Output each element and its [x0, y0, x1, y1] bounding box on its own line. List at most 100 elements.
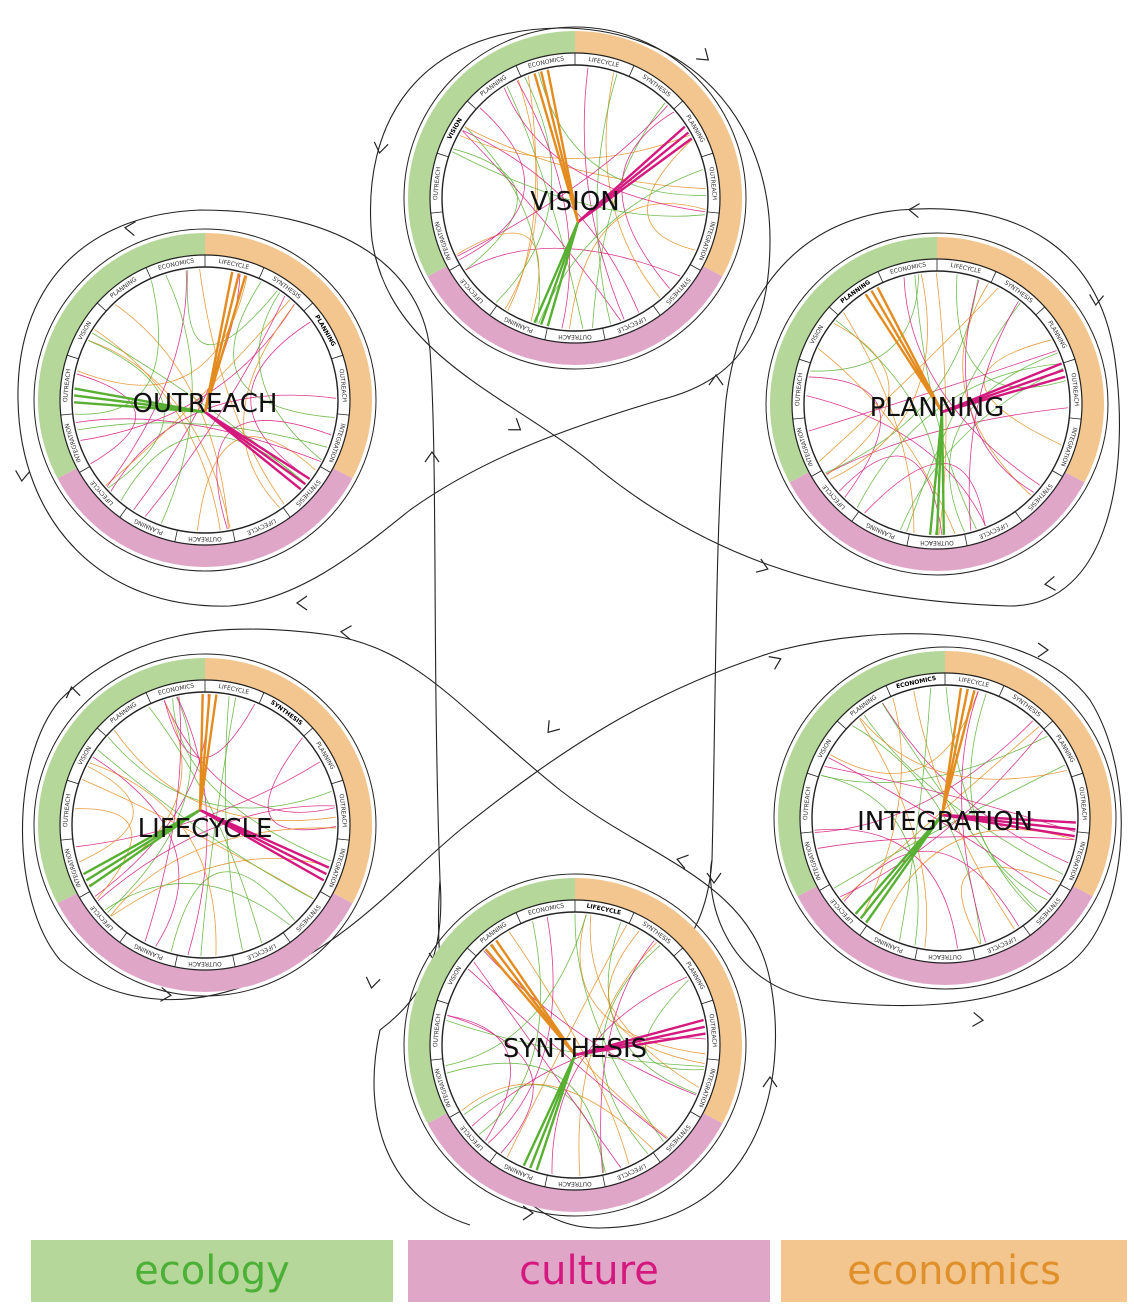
segment-ecology [37, 233, 205, 479]
flow-arrow-icon [676, 854, 689, 869]
ring-label: OUTREACH [1070, 373, 1080, 407]
connection-line [452, 151, 705, 217]
flow-arrow-icon [424, 450, 440, 463]
connection-line [578, 942, 657, 1176]
flow-arrow-icon [696, 47, 710, 61]
connection-line [92, 756, 180, 947]
connection-line [903, 277, 1041, 486]
connection-line [106, 270, 187, 488]
ring-label: OUTREACH [338, 369, 348, 403]
connection-line [462, 130, 640, 313]
connection-line [861, 697, 902, 920]
connection-line [224, 696, 243, 951]
connection-line [808, 350, 1057, 432]
connection-line [983, 339, 1062, 446]
flow-arrow-icon [972, 1011, 985, 1027]
connection-line [75, 761, 321, 848]
connection-line [447, 1015, 511, 1141]
connection-line [243, 304, 295, 508]
connection-line [840, 730, 1044, 898]
connection-line [863, 714, 1064, 875]
connection-line [462, 130, 622, 321]
connection-line [447, 1014, 534, 1154]
segment-culture [789, 472, 1085, 572]
connection-line [144, 295, 286, 517]
flow-arrow-icon [373, 141, 389, 154]
connection-line [75, 808, 133, 900]
connection-line [608, 930, 705, 1065]
connection-line [829, 273, 928, 480]
spoke-ecology [82, 808, 201, 876]
spoke-culture [574, 1032, 706, 1057]
connection-line [114, 730, 336, 822]
connection-line [856, 363, 1062, 508]
connection-line [120, 435, 307, 501]
connection-line [487, 916, 554, 1144]
segment-ecology [38, 658, 206, 904]
ring-label: OUTREACH [558, 1180, 591, 1187]
hub-title-vision: VISION [530, 187, 620, 217]
connection-line [446, 1062, 605, 1173]
flow-arrow-icon [547, 720, 561, 734]
flow-loop-1 [370, 27, 1120, 997]
connection-line [817, 836, 1075, 849]
connection-line [77, 422, 328, 448]
connection-line [464, 126, 541, 324]
spoke-culture [204, 411, 302, 491]
connection-line [110, 827, 336, 917]
connection-line [842, 726, 1040, 900]
connection-line [504, 79, 538, 310]
spoke-culture [941, 375, 1066, 414]
spoke-economics [203, 275, 247, 413]
connection-line [589, 914, 700, 1088]
segment-economics [945, 651, 1112, 897]
connection-line [834, 764, 1066, 889]
connection-line [459, 107, 525, 261]
connection-line [913, 690, 1015, 930]
connection-line [148, 706, 263, 944]
segment-economics [575, 877, 743, 1124]
flow-arrow-icon [708, 373, 724, 386]
segment-ecology [769, 236, 937, 483]
segment-economics [205, 233, 372, 479]
ring-label: OUTREACH [558, 333, 591, 340]
connection-line [818, 287, 999, 462]
connection-line [592, 102, 666, 328]
connection-line [445, 914, 587, 1066]
spoke-ecology [854, 814, 943, 915]
flow-arrow-icon [365, 976, 381, 989]
hub-title-integration: INTEGRATION [857, 807, 1033, 837]
segment-culture [57, 893, 353, 992]
connection-line [838, 455, 943, 535]
connection-line [600, 940, 655, 1174]
flow-loop-4 [373, 1029, 471, 1226]
connection-line [186, 270, 278, 346]
connection-line [115, 304, 229, 529]
connection-line [75, 418, 321, 462]
connection-line [463, 1084, 606, 1173]
legend-ecology: ecology [31, 1240, 393, 1302]
connection-line [250, 321, 311, 480]
ring-label: OUTREACH [188, 535, 221, 542]
flow-loop-3 [21, 628, 1122, 1229]
connection-line [645, 979, 704, 1071]
segment-economics [937, 237, 1105, 483]
ring-label: OUTREACH [62, 369, 72, 403]
connection-line [104, 883, 290, 926]
connection-line [574, 913, 664, 1142]
ring-label: OUTREACH [708, 167, 718, 201]
spoke-culture [577, 137, 693, 223]
segment-ecology [408, 878, 575, 1124]
flow-arrow-icon [339, 625, 352, 641]
connection-line [506, 924, 628, 1158]
flow-arrow-icon [160, 986, 173, 1002]
flow-loops [15, 27, 1122, 1229]
connection-line [583, 67, 625, 320]
connection-line [899, 687, 932, 941]
spoke-economics [546, 69, 580, 223]
